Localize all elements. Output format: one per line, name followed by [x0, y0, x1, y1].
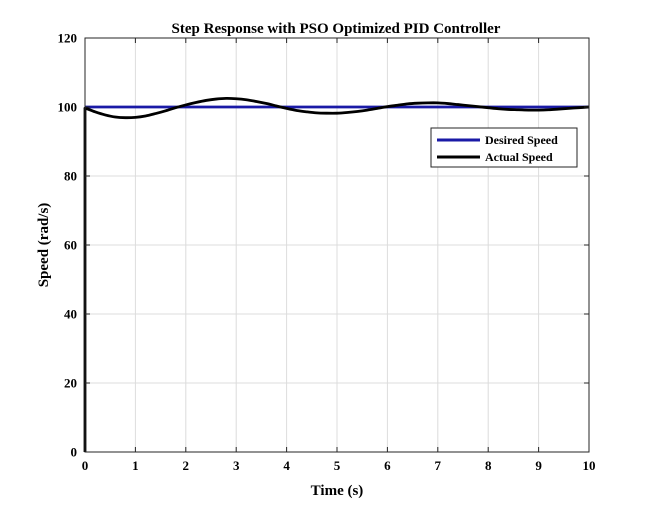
x-tick-label: 0	[82, 458, 89, 473]
x-ticks: 0 1 2 3 4 5 6 7 8 9 10	[82, 38, 596, 473]
x-tick-label: 3	[233, 458, 240, 473]
x-tick-label: 5	[334, 458, 341, 473]
x-tick-label: 7	[435, 458, 442, 473]
y-tick-label: 100	[58, 100, 78, 115]
y-tick-label: 120	[58, 31, 78, 46]
x-tick-label: 2	[183, 458, 190, 473]
legend-label-desired: Desired Speed	[485, 133, 558, 147]
y-tick-label: 40	[64, 307, 77, 322]
legend: Desired Speed Actual Speed	[430, 127, 578, 168]
x-tick-label: 1	[132, 458, 139, 473]
legend-box	[430, 127, 578, 168]
series-group	[83, 96, 590, 452]
x-tick-label: 6	[384, 458, 391, 473]
x-tick-label: 4	[283, 458, 290, 473]
chart-title: Step Response with PSO Optimized PID Con…	[172, 21, 501, 37]
y-tick-label: 80	[64, 169, 77, 184]
y-tick-label: 60	[64, 238, 77, 253]
y-tick-label: 0	[71, 445, 78, 460]
y-ticks: 0 20 40 60 80 100 120	[58, 31, 589, 460]
x-tick-label: 8	[485, 458, 492, 473]
x-tick-label: 9	[535, 458, 542, 473]
y-axis-label: Speed (rad/s)	[36, 203, 52, 288]
series-line-actual-speed	[83, 96, 590, 452]
legend-label-actual: Actual Speed	[485, 150, 553, 164]
x-axis-label: Time (s)	[311, 483, 364, 499]
x-tick-label: 10	[583, 458, 596, 473]
y-tick-label: 20	[64, 376, 77, 391]
